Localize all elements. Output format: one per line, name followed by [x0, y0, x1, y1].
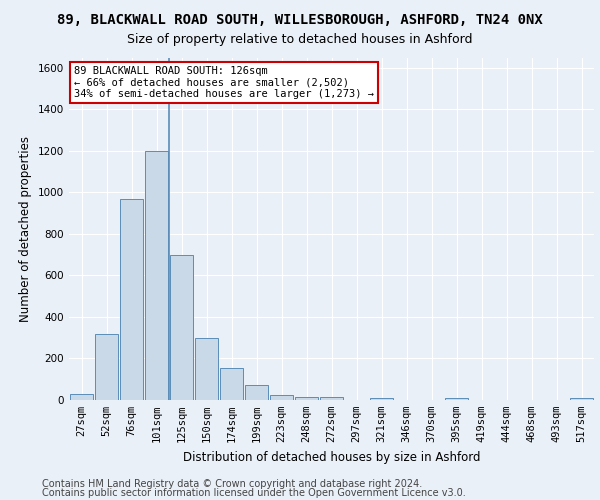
Text: 89 BLACKWALL ROAD SOUTH: 126sqm
← 66% of detached houses are smaller (2,502)
34%: 89 BLACKWALL ROAD SOUTH: 126sqm ← 66% of…	[74, 66, 374, 100]
Bar	[195, 338, 218, 400]
Bar	[445, 398, 468, 400]
Bar	[245, 386, 268, 400]
Y-axis label: Number of detached properties: Number of detached properties	[19, 136, 32, 322]
X-axis label: Distribution of detached houses by size in Ashford: Distribution of detached houses by size …	[183, 450, 480, 464]
Bar	[270, 395, 293, 400]
Bar	[570, 398, 593, 400]
Text: Contains HM Land Registry data © Crown copyright and database right 2024.: Contains HM Land Registry data © Crown c…	[42, 479, 422, 489]
Bar	[370, 398, 393, 400]
Bar	[220, 368, 243, 400]
Bar	[320, 397, 343, 400]
Bar	[170, 254, 193, 400]
Text: Size of property relative to detached houses in Ashford: Size of property relative to detached ho…	[127, 32, 473, 46]
Text: Contains public sector information licensed under the Open Government Licence v3: Contains public sector information licen…	[42, 488, 466, 498]
Bar	[120, 198, 143, 400]
Bar	[295, 397, 318, 400]
Text: 89, BLACKWALL ROAD SOUTH, WILLESBOROUGH, ASHFORD, TN24 0NX: 89, BLACKWALL ROAD SOUTH, WILLESBOROUGH,…	[57, 12, 543, 26]
Bar	[95, 334, 118, 400]
Bar	[70, 394, 93, 400]
Bar	[145, 151, 168, 400]
